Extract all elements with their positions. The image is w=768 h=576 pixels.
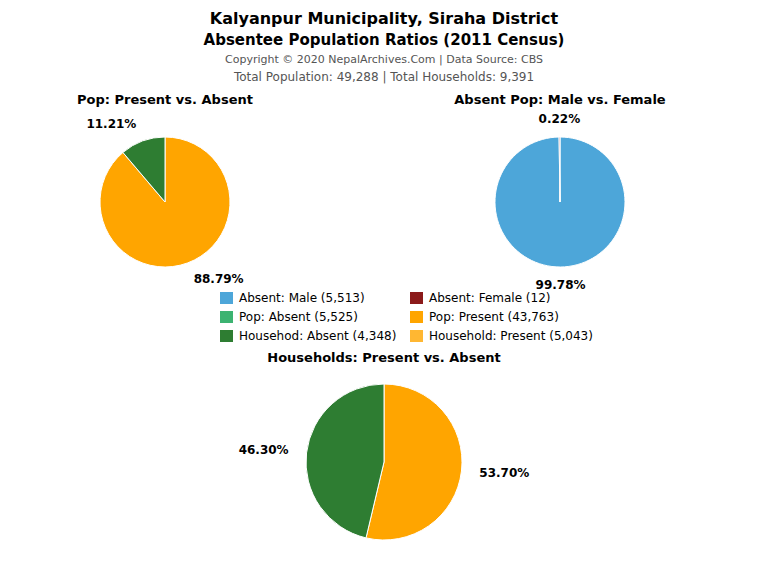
figure-title: Kalyanpur Municipality, Siraha District bbox=[210, 9, 559, 28]
pie-chart: Absent Pop: Male vs. Female 99.78% 0.22% bbox=[454, 92, 666, 292]
legend-entry: Absent: Male (5,513) bbox=[239, 291, 365, 305]
legend: Absent: Male (5,513) Absent: Female (12) P… bbox=[220, 291, 593, 343]
data-label: 88.79% bbox=[194, 272, 244, 286]
data-label: 46.30% bbox=[239, 443, 289, 457]
chart-figure: Kalyanpur Municipality, Siraha District A… bbox=[0, 0, 768, 576]
legend-entry: Absent: Female (12) bbox=[429, 291, 550, 305]
legend-entry: Household: Present (5,043) bbox=[429, 329, 593, 343]
legend-swatch bbox=[220, 330, 233, 342]
pie-chart: Households: Present vs. Absent 53.70% 46.3… bbox=[239, 350, 530, 540]
pie-slice bbox=[495, 137, 625, 267]
data-label: 11.21% bbox=[86, 117, 136, 131]
legend-entry: Househod: Absent (4,348) bbox=[239, 329, 396, 343]
legend-entry: Pop: Present (43,763) bbox=[429, 310, 559, 324]
pie-slice bbox=[123, 137, 165, 202]
legend-swatch bbox=[220, 292, 233, 304]
annotation: Copyright © 2020 NepalArchives.Com | Dat… bbox=[225, 53, 543, 66]
pie-chart: Pop: Present vs. Absent 88.79% 11.21% bbox=[77, 92, 253, 286]
pie-slice bbox=[100, 137, 230, 267]
legend-swatch bbox=[410, 330, 423, 342]
pie-slice bbox=[306, 384, 384, 538]
pie-slice bbox=[559, 137, 561, 202]
figure-subtitle: Absentee Population Ratios (2011 Census) bbox=[204, 31, 565, 49]
data-label: 53.70% bbox=[479, 466, 529, 480]
pie-title: Households: Present vs. Absent bbox=[267, 350, 500, 365]
annotation: Total Population: 49,288 | Total Househo… bbox=[233, 70, 534, 84]
legend-swatch bbox=[220, 311, 233, 323]
legend-swatch bbox=[410, 292, 423, 304]
data-label: 99.78% bbox=[536, 278, 586, 292]
legend-entry: Pop: Absent (5,525) bbox=[239, 310, 358, 324]
pie-title: Absent Pop: Male vs. Female bbox=[454, 92, 666, 107]
data-label: 0.22% bbox=[539, 112, 581, 126]
legend-swatch bbox=[410, 311, 423, 323]
pie-title: Pop: Present vs. Absent bbox=[77, 92, 253, 107]
